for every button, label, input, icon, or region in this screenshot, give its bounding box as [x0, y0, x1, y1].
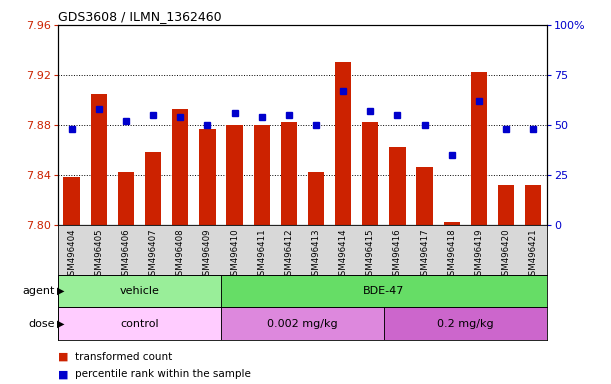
Bar: [389, 147, 406, 225]
Text: ■: ■: [58, 352, 68, 362]
Text: GSM496412: GSM496412: [284, 228, 293, 281]
Text: GDS3608 / ILMN_1362460: GDS3608 / ILMN_1362460: [58, 10, 222, 23]
Text: GSM496405: GSM496405: [94, 228, 103, 281]
Text: GSM496408: GSM496408: [176, 228, 185, 281]
Text: transformed count: transformed count: [75, 352, 172, 362]
Text: GSM496411: GSM496411: [257, 228, 266, 281]
Bar: [221, 307, 384, 340]
Text: GSM496404: GSM496404: [67, 228, 76, 281]
Bar: [199, 129, 216, 225]
Bar: [498, 185, 514, 225]
Text: GSM496419: GSM496419: [475, 228, 483, 281]
Text: GSM496415: GSM496415: [366, 228, 375, 281]
Text: GSM496416: GSM496416: [393, 228, 402, 281]
Bar: [471, 72, 487, 225]
Text: vehicle: vehicle: [120, 286, 159, 296]
Text: GSM496417: GSM496417: [420, 228, 429, 281]
Text: percentile rank within the sample: percentile rank within the sample: [75, 369, 251, 379]
Bar: [118, 172, 134, 225]
Bar: [280, 122, 297, 225]
Bar: [384, 307, 547, 340]
Bar: [58, 275, 221, 307]
Text: GSM496409: GSM496409: [203, 228, 212, 281]
Text: GSM496410: GSM496410: [230, 228, 239, 281]
Text: control: control: [120, 318, 159, 329]
Text: GSM496406: GSM496406: [122, 228, 130, 281]
Bar: [444, 222, 460, 225]
Text: GSM496418: GSM496418: [447, 228, 456, 281]
Bar: [90, 94, 107, 225]
Text: agent: agent: [23, 286, 55, 296]
Bar: [172, 109, 188, 225]
Text: ■: ■: [58, 369, 68, 379]
Text: GSM496420: GSM496420: [502, 228, 511, 281]
Bar: [254, 125, 270, 225]
Text: 0.2 mg/kg: 0.2 mg/kg: [437, 318, 494, 329]
Text: dose: dose: [29, 318, 55, 329]
Bar: [221, 275, 547, 307]
Bar: [145, 152, 161, 225]
Text: GSM496421: GSM496421: [529, 228, 538, 281]
Bar: [308, 172, 324, 225]
Text: GSM496413: GSM496413: [312, 228, 321, 281]
Text: ▶: ▶: [57, 318, 65, 329]
Text: GSM496407: GSM496407: [148, 228, 158, 281]
Text: ▶: ▶: [57, 286, 65, 296]
Bar: [64, 177, 80, 225]
Text: 0.002 mg/kg: 0.002 mg/kg: [267, 318, 338, 329]
Bar: [227, 125, 243, 225]
Bar: [362, 122, 378, 225]
Bar: [58, 307, 221, 340]
Text: BDE-47: BDE-47: [363, 286, 404, 296]
Text: GSM496414: GSM496414: [338, 228, 348, 281]
Bar: [335, 62, 351, 225]
Bar: [417, 167, 433, 225]
Bar: [525, 185, 541, 225]
